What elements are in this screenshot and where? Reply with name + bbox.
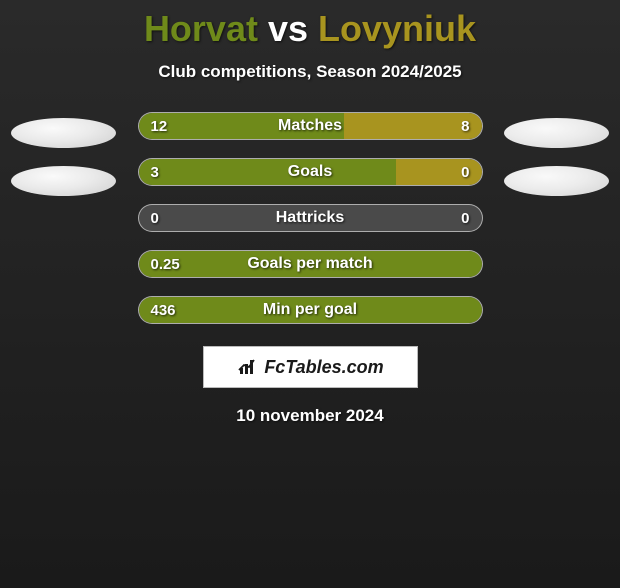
stat-value-right: 8 [461, 113, 469, 139]
stat-value-left: 436 [151, 297, 176, 323]
bar-fill-left [139, 113, 345, 139]
stat-value-left: 3 [151, 159, 159, 185]
right-player-photo-col [503, 112, 611, 196]
stat-bar-row: 30Goals [138, 158, 483, 186]
chart-icon [236, 356, 258, 378]
left-player-head-photo [11, 118, 116, 148]
vs-text: vs [258, 8, 318, 49]
stat-bar-row: 128Matches [138, 112, 483, 140]
bar-fill-left [139, 297, 482, 323]
brand-text: FcTables.com [264, 357, 383, 378]
date-text: 10 november 2024 [0, 406, 620, 426]
stat-bar-row: 436Min per goal [138, 296, 483, 324]
stat-value-left: 0 [151, 205, 159, 231]
right-player-head-photo [504, 118, 609, 148]
subtitle: Club competitions, Season 2024/2025 [0, 62, 620, 82]
bar-fill-left [139, 251, 482, 277]
stat-value-left: 12 [151, 113, 168, 139]
stat-value-right: 0 [461, 159, 469, 185]
left-player-club-photo [11, 166, 116, 196]
stat-label: Hattricks [139, 205, 482, 231]
stat-bars: 128Matches30Goals00Hattricks0.25Goals pe… [138, 112, 483, 324]
stat-value-right: 0 [461, 205, 469, 231]
bar-fill-left [139, 159, 396, 185]
left-player-photo-col [10, 112, 118, 196]
player2-name: Lovyniuk [318, 8, 476, 49]
stat-value-left: 0.25 [151, 251, 180, 277]
stat-bar-row: 0 0Hattricks [138, 204, 483, 232]
comparison-title: Horvat vs Lovyniuk [0, 8, 620, 50]
player1-name: Horvat [144, 8, 258, 49]
right-player-club-photo [504, 166, 609, 196]
stat-bar-row: 0.25Goals per match [138, 250, 483, 278]
brand-badge[interactable]: FcTables.com [203, 346, 418, 388]
stats-area: 128Matches30Goals00Hattricks0.25Goals pe… [0, 112, 620, 324]
